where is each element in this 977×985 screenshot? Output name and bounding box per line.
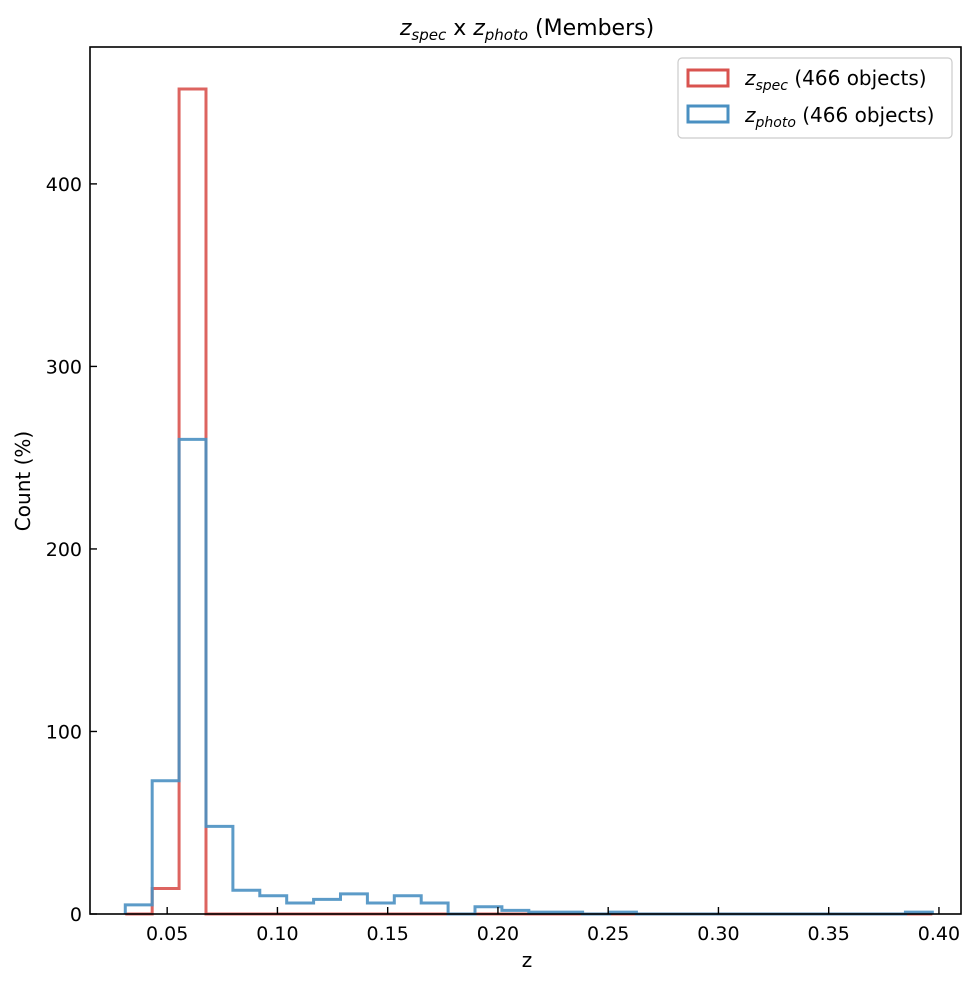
y-tick-label: 200	[46, 539, 82, 561]
bar-photo-7	[314, 899, 341, 914]
y-tick-label: 300	[46, 356, 82, 378]
x-tick-label: 0.20	[477, 923, 519, 945]
x-tick-label: 0.10	[256, 923, 298, 945]
title-spec-subscript: spec	[411, 26, 447, 44]
legend-swatch-z-spec	[686, 68, 730, 88]
x-tick-label: 0.30	[697, 923, 739, 945]
title-suffix: (Members)	[528, 16, 654, 41]
bar-photo-9	[367, 903, 394, 914]
series-photo	[123, 437, 934, 916]
legend-z-photo-main: z	[744, 103, 756, 127]
bar-photo-4	[233, 890, 260, 914]
legend: zspec (466 objects) zphoto (466 objects)	[677, 57, 953, 139]
legend-swatch-z-photo	[686, 104, 730, 124]
legend-z-spec-sub: spec	[756, 78, 789, 94]
y-tick-label: 0	[70, 904, 82, 926]
x-tick-label: 0.25	[587, 923, 629, 945]
series-spec	[125, 87, 933, 916]
bar-photo-3	[206, 826, 233, 914]
title-separator: x	[446, 16, 473, 41]
series-layer	[123, 87, 934, 916]
y-tick-label: 400	[46, 174, 82, 196]
histogram-outline-photo	[123, 437, 934, 916]
title-photo-subscript: photo	[484, 26, 528, 44]
x-tick-label: 0.35	[808, 923, 850, 945]
bar-photo-11	[421, 903, 448, 914]
x-axis-ticks: 0.05 0.10 0.15 0.20 0.25 0.30 0.35 0.40	[146, 907, 960, 945]
bar-photo-10	[394, 896, 421, 914]
legend-z-photo-sub: photo	[755, 115, 796, 131]
legend-frame	[677, 57, 953, 139]
legend-z-photo-suffix: (466 objects)	[796, 103, 935, 127]
x-tick-label: 0.40	[918, 923, 960, 945]
bar-photo-2	[179, 439, 206, 914]
bar-photo-5	[260, 896, 287, 914]
title-z-photo: z	[472, 16, 485, 41]
axes-frame	[89, 46, 962, 915]
x-axis-label: z	[522, 948, 533, 972]
legend-z-spec-suffix: (466 objects)	[788, 66, 927, 90]
legend-z-spec-main: z	[744, 66, 756, 90]
chart-title: zspec x zphoto (Members)	[399, 16, 654, 44]
bar-photo-6	[287, 903, 314, 914]
histogram-outline-spec	[125, 87, 933, 916]
bar-photo-1	[152, 781, 179, 914]
y-tick-label: 100	[46, 721, 82, 743]
bar-photo-8	[341, 894, 368, 914]
x-tick-label: 0.05	[146, 923, 188, 945]
y-axis-label: Count (%)	[11, 431, 35, 531]
y-axis-ticks: 0 100 200 300 400	[46, 174, 97, 926]
title-z-spec: z	[399, 16, 412, 41]
x-tick-label: 0.15	[367, 923, 409, 945]
legend-label-z-photo: zphoto (466 objects)	[744, 103, 934, 131]
legend-label-z-spec: zspec (466 objects)	[744, 66, 927, 94]
